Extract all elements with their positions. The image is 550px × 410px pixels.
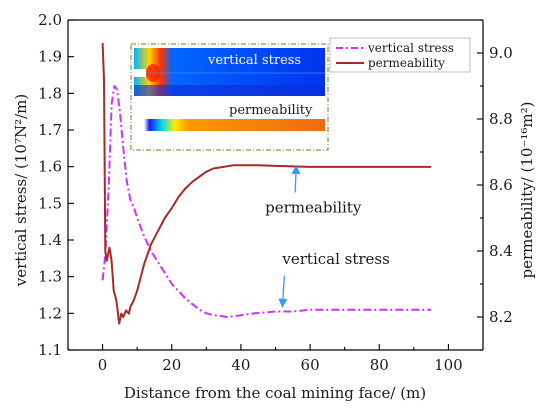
annotation-label: vertical stress <box>281 250 389 268</box>
inset-coal-seam-gap <box>134 69 146 77</box>
y-right-tick-label: 8.8 <box>489 110 513 128</box>
x-tick-label: 60 <box>301 356 320 374</box>
inset-permeability-gap <box>134 119 144 131</box>
y-left-tick-label: 2.0 <box>38 11 62 29</box>
y-left-tick-label: 1.3 <box>38 268 62 286</box>
legend-box <box>329 37 471 73</box>
y-left-tick-label: 1.6 <box>38 158 62 176</box>
series-layer <box>101 43 432 325</box>
series-line-permeability <box>101 43 432 325</box>
labels-layer: 0 20 40 60 80 100 1.1 1.2 1.3 1.4 1.5 1.6 1.7 1.8 1.9 2… <box>38 11 513 374</box>
inset-permeability-map <box>144 119 325 131</box>
y-right-tick-label: 9.0 <box>489 44 513 62</box>
annotation-layer: permeability vertical stress <box>265 164 390 308</box>
x-tick-label: 20 <box>162 356 181 374</box>
y-axis-right-title: permeability/ (10⁻¹⁶m²) <box>518 102 536 279</box>
x-tick-label: 40 <box>231 356 250 374</box>
inset-label-vertical-stress: vertical stress <box>207 53 301 68</box>
y-left-tick-label: 1.5 <box>38 194 62 212</box>
y-right-tick-label: 8.4 <box>489 242 513 260</box>
inset-vertical-stress-base <box>134 85 325 96</box>
inset-label-permeability: permeability <box>229 103 313 118</box>
x-tick-label: 80 <box>370 356 389 374</box>
legend-label-vertical-stress: vertical stress <box>367 41 454 55</box>
series-line-vertical-stress <box>101 85 432 318</box>
ticks-layer <box>67 19 484 351</box>
annotation-arrow <box>291 164 301 193</box>
y-axis-left-title: vertical stress/ (10⁷N²/m) <box>12 94 30 287</box>
y-right-tick-label: 8.2 <box>489 308 513 326</box>
legend: vertical stress permeability <box>329 37 471 73</box>
x-tick-label: 100 <box>434 356 463 374</box>
y-left-tick-label: 1.9 <box>38 48 62 66</box>
y-left-tick-label: 1.2 <box>38 304 62 322</box>
y-left-tick-label: 1.4 <box>38 231 62 249</box>
y-left-tick-label: 1.8 <box>38 84 62 102</box>
x-axis-title: Distance from the coal mining face/ (m) <box>124 384 426 402</box>
inset-image: vertical stress permeability <box>130 43 329 151</box>
annotation-label: permeability <box>265 199 362 217</box>
annotation-arrow <box>278 275 288 308</box>
y-left-tick-label: 1.1 <box>38 341 62 359</box>
y-right-tick-label: 8.6 <box>489 176 513 194</box>
y-left-tick-label: 1.7 <box>38 121 62 139</box>
legend-label-permeability: permeability <box>368 56 445 70</box>
x-tick-label: 0 <box>98 356 108 374</box>
